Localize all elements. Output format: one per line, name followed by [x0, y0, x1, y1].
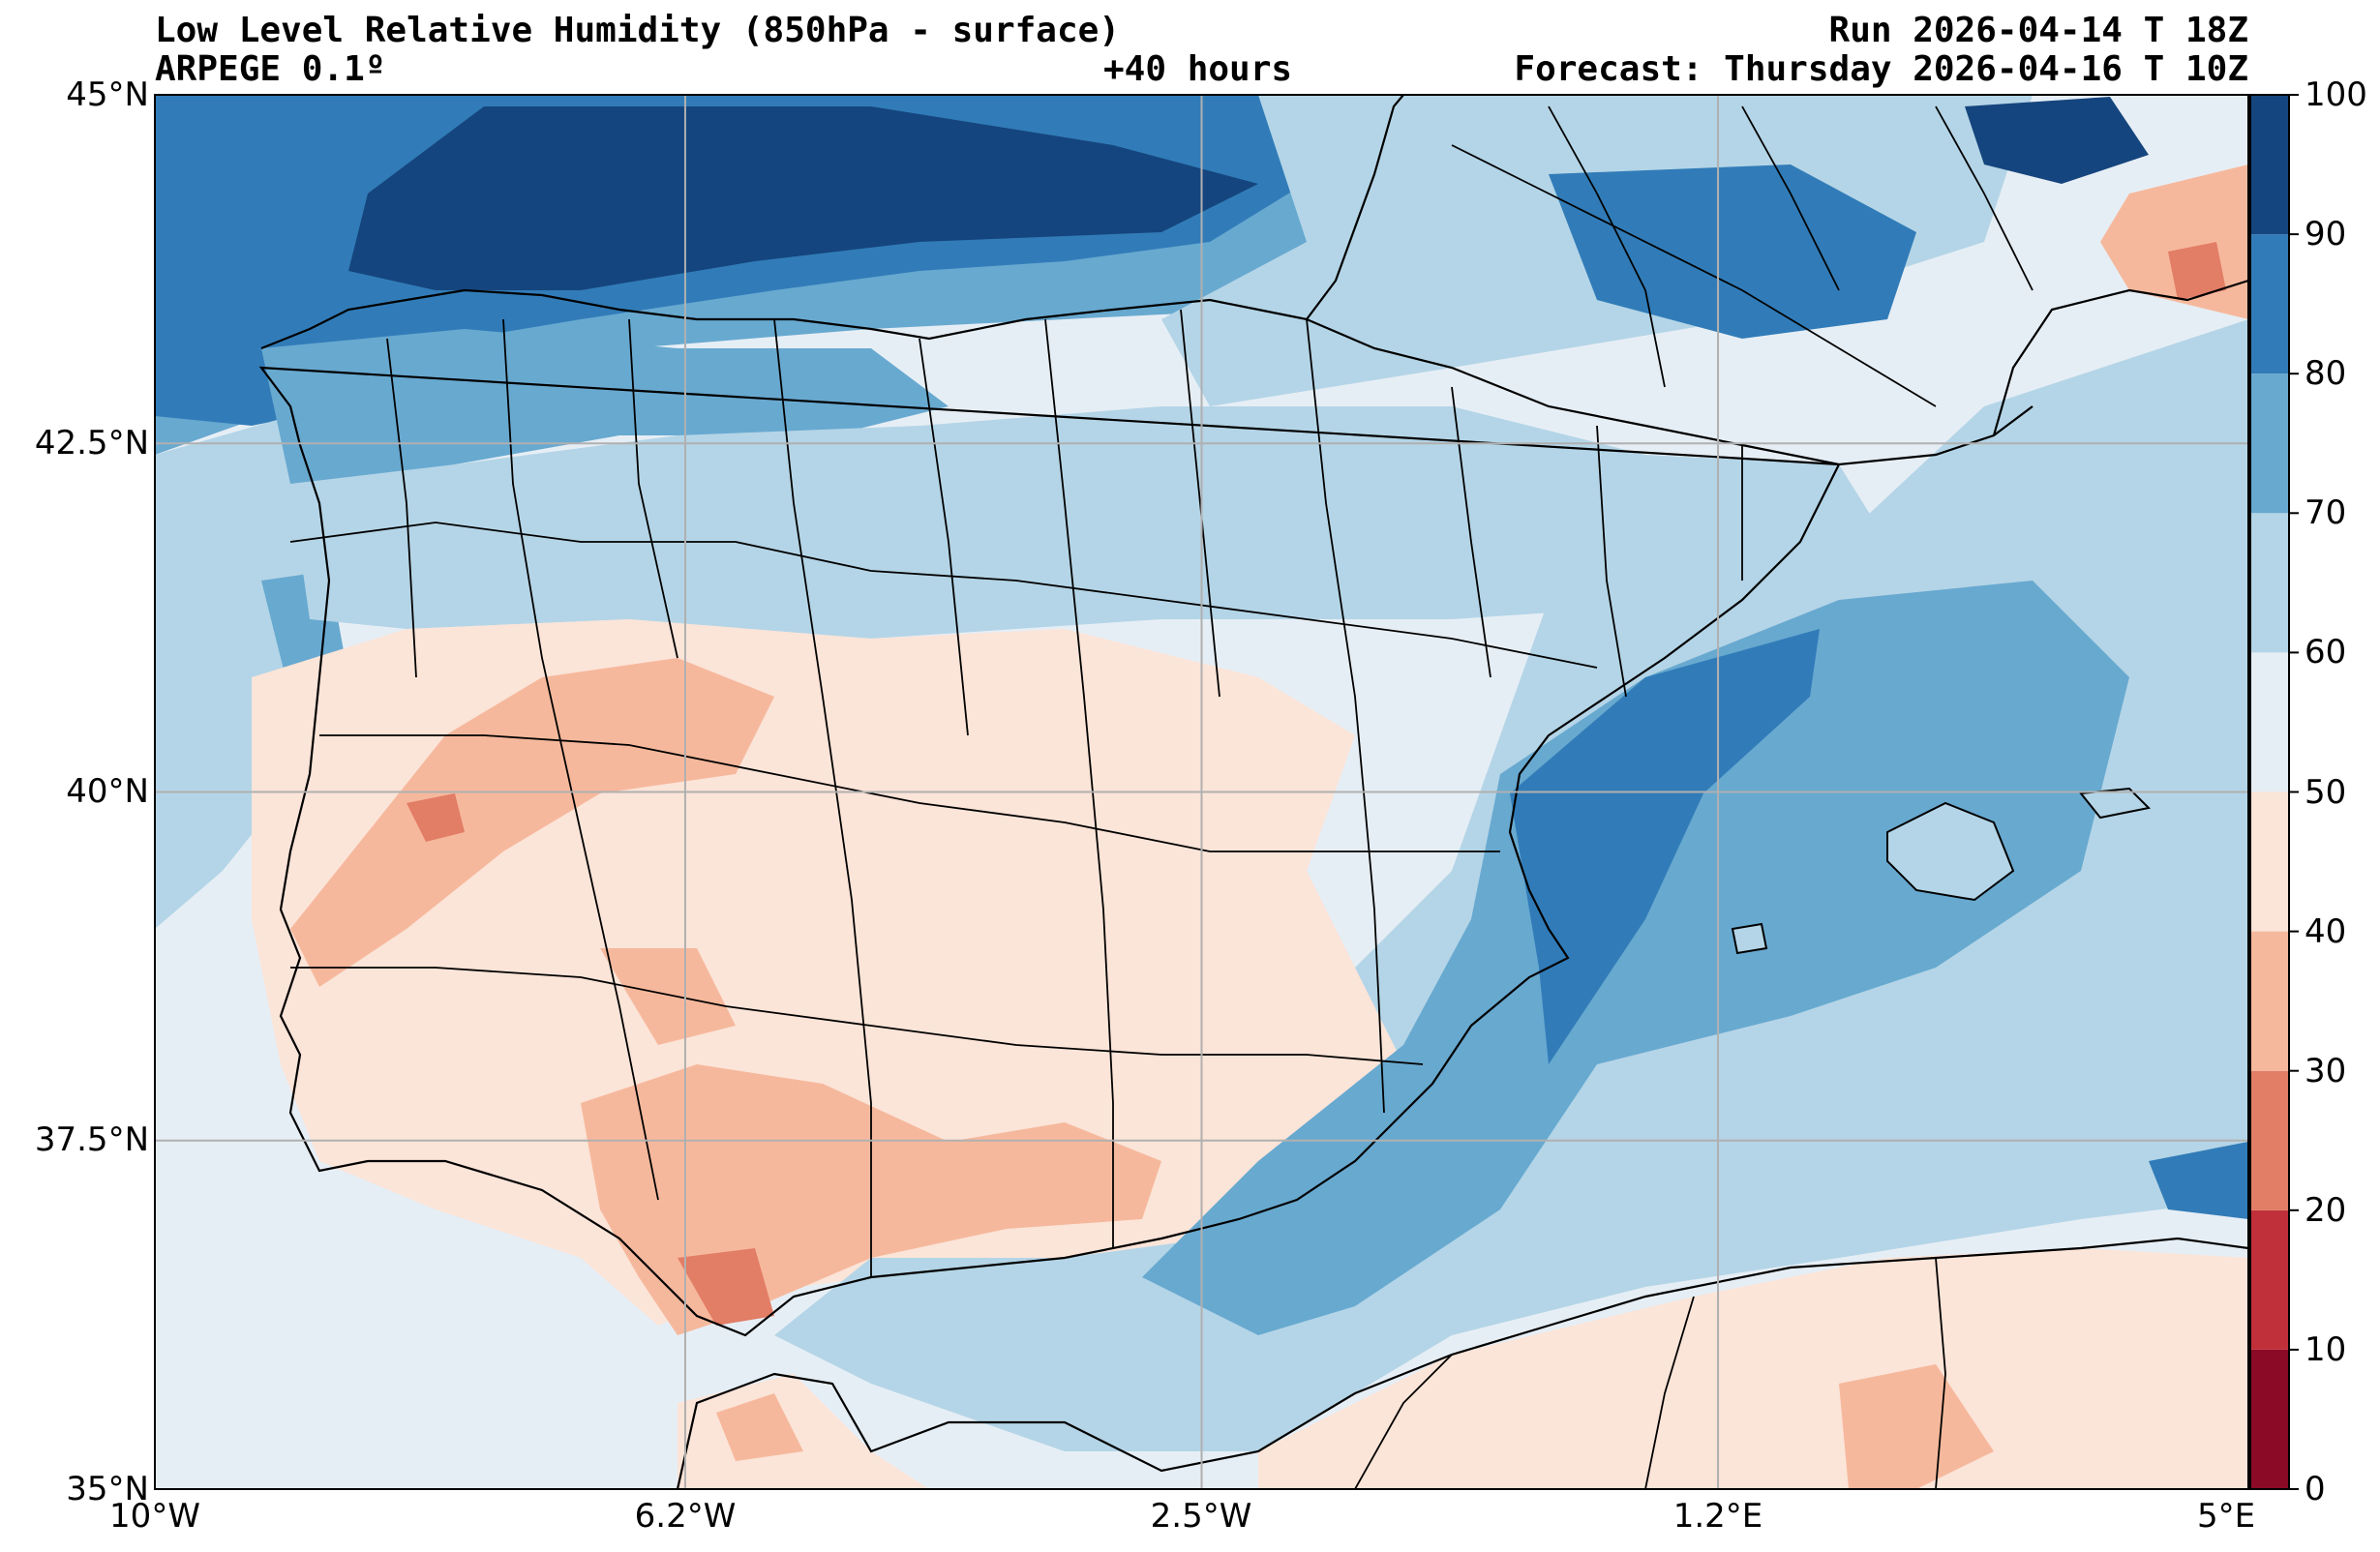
field-provence-20: [2168, 242, 2226, 300]
field-med-80-east: [2149, 1142, 2248, 1219]
field-med-70: [1142, 581, 2129, 1335]
colorbar-segment: [2250, 1349, 2289, 1489]
field-northmeseta-60: [290, 406, 1887, 639]
map-frame: [154, 94, 2249, 1490]
colorbar-segment: [2250, 373, 2289, 514]
lon-label: 1.2°E: [1672, 1497, 1763, 1536]
colorbar-label: 100: [2305, 75, 2367, 114]
lon-label: 6.2°W: [634, 1497, 737, 1536]
field-alps-90: [1965, 97, 2149, 184]
colorbar-label: 80: [2305, 354, 2347, 394]
lat-label: 35°N: [66, 1470, 149, 1508]
colorbar: [2249, 94, 2299, 1490]
field-portugal-30: [290, 658, 774, 987]
lon-label: 2.5°W: [1150, 1497, 1252, 1536]
colorbar-segment: [2250, 791, 2289, 932]
france-coastline: [1992, 279, 2248, 436]
colorbar-label: 40: [2305, 911, 2347, 951]
lat-label: 40°N: [66, 772, 149, 811]
lead-time: +40 hours: [1103, 49, 1293, 89]
colorbar-segment: [2250, 652, 2289, 792]
field-morocco-30: [716, 1393, 803, 1461]
lat-label: 45°N: [66, 75, 149, 114]
lat-label: 42.5°N: [34, 424, 149, 463]
map-area: [155, 95, 2248, 1489]
forecast-time: Forecast: Thursday 2026-04-16 T 10Z: [1514, 49, 2248, 89]
field-africa-30: [1839, 1364, 1994, 1489]
lon-label: 5°E: [2196, 1497, 2256, 1536]
africa-coastline: [676, 1237, 2248, 1489]
colorbar-label: 20: [2305, 1190, 2347, 1230]
field-africa-40: [1258, 1248, 2248, 1489]
colorbar-label: 50: [2305, 772, 2347, 812]
field-portugal-20: [407, 793, 465, 842]
colorbar-label: 0: [2305, 1470, 2326, 1508]
field-france-80: [1549, 164, 1916, 339]
colorbar-label: 60: [2305, 633, 2347, 672]
lat-label: 37.5°N: [34, 1120, 149, 1159]
colorbar-segment: [2250, 931, 2289, 1071]
model-name: ARPEGE 0.1º: [155, 49, 386, 89]
colorbar-label: 30: [2305, 1051, 2347, 1090]
colorbar-segment: [2250, 513, 2289, 653]
colorbar-segment: [2250, 95, 2289, 235]
colorbar-label: 90: [2305, 215, 2347, 254]
field-la-mancha-40: [600, 948, 736, 1045]
lon-label: 10°W: [109, 1497, 200, 1536]
colorbar-segment: [2250, 1209, 2289, 1350]
field-med-80: [1510, 629, 1820, 1064]
field-andalusia-20: [678, 1248, 774, 1326]
colorbar-segment: [2250, 234, 2289, 374]
region-borders: [289, 105, 2034, 1489]
gridlines: [155, 95, 2248, 1489]
colorbar-label: 10: [2305, 1329, 2347, 1369]
balearic-menorca: [2079, 787, 2152, 820]
map-title: Low Level Relative Humidity (850hPa - su…: [155, 11, 1120, 50]
iberia-coastline: [258, 95, 2034, 1337]
colorbar-frame: [2249, 94, 2290, 1490]
balearic-ibiza: [1731, 922, 1768, 955]
colorbar-label: 70: [2305, 493, 2347, 533]
field-north-atlantic-90: [348, 106, 1258, 290]
balearic-mallorca: [1886, 801, 2015, 902]
run-time: Run 2026-04-14 T 18Z: [1828, 11, 2248, 50]
colorbar-segment: [2250, 1070, 2289, 1210]
